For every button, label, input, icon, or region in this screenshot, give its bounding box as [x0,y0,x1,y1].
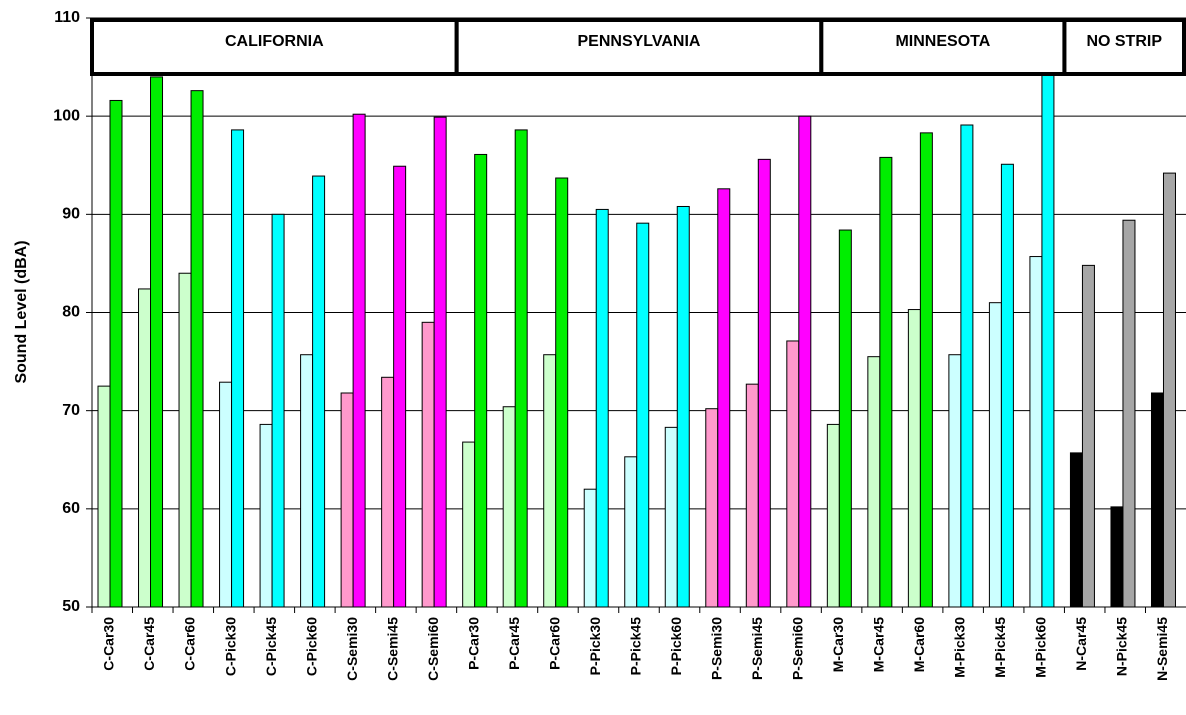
x-tick-label: C-Semi45 [384,617,400,681]
group-box [90,18,459,76]
group-label: CALIFORNIA [225,33,324,50]
bar [676,205,690,608]
x-tick-label: P-Semi30 [708,617,724,680]
bar [352,113,366,608]
bar [717,188,731,608]
bar [381,376,395,608]
x-tick-label: M-Car45 [871,617,887,672]
group-box [454,18,824,76]
bar [1110,506,1124,608]
bar [393,165,407,608]
x-tick-label: C-Pick30 [222,617,238,676]
bar [300,354,314,608]
group-label: PENNSYLVANIA [578,33,701,50]
y-tick-label: 60 [62,500,80,517]
y-axis-title: Sound Level (dBA) [13,240,30,383]
bar [1000,163,1014,608]
y-tick-label: 110 [54,9,80,26]
bar [624,456,638,608]
bar [988,302,1002,608]
x-tick-label: P-Pick45 [627,617,643,676]
x-tick-label: C-Car30 [101,617,117,671]
bar [705,408,719,608]
x-tick-label: N-Car45 [1073,617,1089,671]
bar [1081,264,1095,608]
bar [190,90,204,608]
bar [555,177,569,608]
group-label: NO STRIP [1086,33,1162,50]
bar [1122,219,1136,608]
bar [1162,172,1176,608]
bar [433,116,447,608]
x-tick-label: M-Pick60 [1033,617,1049,678]
x-tick-label: P-Semi45 [749,617,765,680]
bar [312,175,326,608]
bar [636,222,650,608]
x-tick-label: C-Semi60 [425,617,441,681]
bar [462,441,476,608]
x-tick-label: P-Car45 [506,617,522,670]
bar [1041,66,1055,608]
bar [595,208,609,608]
bar [867,356,881,608]
bar [745,383,759,608]
x-tick-label: P-Semi60 [790,617,806,680]
x-tick-label: P-Car60 [546,617,562,670]
bar [138,288,152,608]
bar [1150,392,1164,608]
bar [231,129,245,608]
bar [786,340,800,608]
x-tick-label: M-Pick45 [992,617,1008,678]
bar [543,354,557,608]
y-tick-label: 100 [53,107,80,124]
x-tick-label: C-Semi30 [344,617,360,681]
bar [150,76,164,608]
x-tick-label: C-Pick60 [303,617,319,676]
x-tick-label: P-Pick60 [668,617,684,676]
bar [178,272,192,608]
group-box [1062,18,1186,76]
bar [583,488,597,608]
bar [97,385,111,608]
x-tick-label: N-Pick45 [1114,617,1130,676]
x-tick-label: C-Pick45 [263,617,279,676]
bar [502,406,516,608]
group-label: MINNESOTA [895,33,990,50]
x-tick-label: P-Car30 [465,617,481,670]
bar [879,156,893,608]
bar [664,426,678,608]
bar [219,381,233,608]
x-tick-label: M-Car30 [830,617,846,672]
bar [474,153,488,608]
x-tick-label: N-Semi45 [1154,617,1170,681]
y-tick-label: 80 [62,304,80,321]
bar [826,423,840,608]
bar [340,392,354,608]
bar [259,423,273,608]
x-tick-label: C-Car45 [141,617,157,671]
bar [421,321,435,608]
bar [948,354,962,608]
bar [1029,256,1043,608]
bar [960,124,974,608]
bar [757,158,771,608]
bar [271,213,285,608]
bar [838,229,852,608]
x-tick-label: M-Pick30 [952,617,968,678]
y-tick-label: 70 [62,402,80,419]
y-tick-label: 90 [62,206,80,223]
bar [1069,452,1083,608]
bar [514,129,528,608]
x-tick-label: P-Pick30 [587,617,603,676]
bar [919,132,933,608]
bar [109,99,123,608]
x-tick-label: C-Car60 [182,617,198,671]
bar [798,115,812,608]
y-tick-label: 50 [62,598,80,615]
bar [907,309,921,608]
x-tick-label: M-Car60 [911,617,927,672]
group-box [819,18,1067,76]
